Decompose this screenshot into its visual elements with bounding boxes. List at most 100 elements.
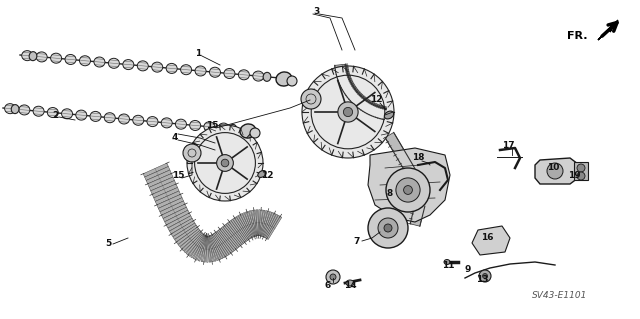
Polygon shape — [178, 229, 200, 247]
Polygon shape — [220, 228, 237, 249]
Circle shape — [330, 274, 336, 280]
Polygon shape — [143, 163, 168, 177]
Polygon shape — [186, 234, 204, 255]
Polygon shape — [191, 235, 206, 258]
Ellipse shape — [263, 72, 271, 81]
Ellipse shape — [258, 171, 266, 177]
Polygon shape — [209, 236, 218, 261]
Circle shape — [302, 66, 394, 158]
Text: 6: 6 — [325, 280, 331, 290]
Ellipse shape — [218, 123, 229, 133]
Ellipse shape — [287, 76, 297, 86]
Text: 5: 5 — [105, 239, 111, 248]
Circle shape — [301, 89, 321, 109]
Polygon shape — [209, 235, 221, 260]
Polygon shape — [164, 210, 189, 225]
Ellipse shape — [65, 55, 76, 64]
Polygon shape — [335, 66, 346, 70]
Polygon shape — [228, 222, 245, 243]
Ellipse shape — [61, 109, 72, 119]
Polygon shape — [351, 93, 360, 102]
Polygon shape — [207, 236, 211, 262]
Polygon shape — [211, 234, 225, 258]
Ellipse shape — [238, 70, 250, 80]
Text: 8: 8 — [387, 189, 393, 198]
Ellipse shape — [76, 110, 87, 120]
Polygon shape — [335, 68, 346, 72]
Polygon shape — [368, 148, 450, 222]
Ellipse shape — [22, 51, 33, 61]
Circle shape — [577, 172, 585, 180]
Polygon shape — [339, 77, 349, 83]
Ellipse shape — [385, 111, 394, 119]
Polygon shape — [354, 96, 363, 106]
Ellipse shape — [240, 124, 256, 138]
Text: 18: 18 — [412, 153, 424, 162]
Text: 9: 9 — [465, 265, 471, 275]
Polygon shape — [233, 218, 249, 241]
Polygon shape — [346, 89, 356, 97]
Polygon shape — [369, 105, 376, 115]
FancyBboxPatch shape — [574, 162, 588, 180]
Ellipse shape — [152, 62, 163, 72]
Polygon shape — [214, 232, 231, 255]
Text: 3: 3 — [313, 6, 319, 16]
Ellipse shape — [47, 108, 58, 117]
Circle shape — [378, 218, 398, 238]
Ellipse shape — [161, 118, 172, 128]
Polygon shape — [204, 236, 208, 262]
Circle shape — [183, 144, 201, 162]
Polygon shape — [264, 213, 276, 238]
Ellipse shape — [175, 119, 186, 129]
Ellipse shape — [79, 56, 90, 66]
Polygon shape — [337, 75, 349, 81]
Polygon shape — [598, 20, 618, 40]
Ellipse shape — [195, 66, 206, 76]
Polygon shape — [336, 72, 348, 77]
Polygon shape — [152, 184, 177, 198]
Ellipse shape — [229, 124, 237, 133]
Polygon shape — [231, 219, 248, 241]
Text: 1: 1 — [195, 48, 201, 57]
Polygon shape — [382, 108, 387, 120]
Polygon shape — [337, 74, 348, 79]
Polygon shape — [267, 216, 282, 240]
Circle shape — [221, 159, 229, 167]
Text: 2: 2 — [52, 112, 58, 121]
Ellipse shape — [123, 60, 134, 70]
Circle shape — [368, 208, 408, 248]
Circle shape — [577, 164, 585, 172]
Ellipse shape — [180, 65, 191, 75]
Ellipse shape — [250, 128, 260, 138]
Circle shape — [344, 108, 353, 117]
Polygon shape — [171, 221, 195, 237]
Polygon shape — [241, 214, 253, 238]
Polygon shape — [170, 218, 194, 234]
Circle shape — [384, 224, 392, 232]
Polygon shape — [365, 103, 372, 114]
Ellipse shape — [209, 67, 221, 77]
Circle shape — [483, 273, 488, 278]
Ellipse shape — [4, 104, 15, 114]
Polygon shape — [373, 106, 379, 117]
Polygon shape — [348, 91, 357, 99]
Text: 4: 4 — [172, 132, 178, 142]
Ellipse shape — [444, 259, 450, 264]
Text: 15: 15 — [172, 170, 184, 180]
Circle shape — [216, 155, 234, 171]
Ellipse shape — [90, 111, 101, 122]
Polygon shape — [193, 235, 207, 259]
Polygon shape — [207, 236, 214, 262]
Polygon shape — [150, 181, 176, 194]
Text: 14: 14 — [344, 281, 356, 291]
Polygon shape — [213, 233, 229, 256]
Polygon shape — [363, 102, 371, 112]
Text: 7: 7 — [354, 238, 360, 247]
Circle shape — [386, 168, 430, 212]
Polygon shape — [161, 204, 186, 219]
Polygon shape — [217, 230, 234, 252]
Ellipse shape — [36, 52, 47, 62]
Polygon shape — [198, 236, 207, 261]
Polygon shape — [252, 210, 257, 236]
Polygon shape — [262, 212, 272, 237]
